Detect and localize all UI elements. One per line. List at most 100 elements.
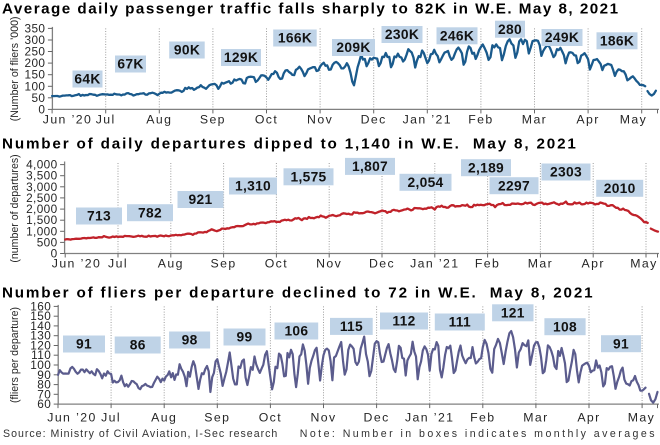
svg-text:Jan ’21: Jan ’21 <box>405 410 454 424</box>
svg-text:Dec: Dec <box>364 410 390 424</box>
svg-text:200: 200 <box>25 56 46 70</box>
svg-text:2297: 2297 <box>498 178 530 193</box>
svg-text:(fliers per departure): (fliers per departure) <box>9 307 21 403</box>
svg-text:Dec: Dec <box>369 257 395 271</box>
svg-text:Jul: Jul <box>101 410 121 424</box>
svg-text:2,054: 2,054 <box>407 175 443 190</box>
svg-text:150: 150 <box>25 68 46 82</box>
svg-text:Apr: Apr <box>576 113 599 127</box>
svg-text:186K: 186K <box>600 33 634 48</box>
svg-text:(number of departures): (number of departures) <box>9 154 21 262</box>
svg-text:Jul: Jul <box>108 257 128 271</box>
svg-text:Sep: Sep <box>204 410 230 424</box>
svg-text:80: 80 <box>37 378 51 392</box>
svg-text:Aug: Aug <box>151 410 177 424</box>
svg-text:0: 0 <box>38 102 45 116</box>
svg-text:Feb: Feb <box>470 410 495 424</box>
svg-text:Jun ’20: Jun ’20 <box>52 257 101 271</box>
svg-text:67K: 67K <box>117 57 143 72</box>
svg-text:86: 86 <box>130 338 146 353</box>
svg-text:160: 160 <box>30 299 51 313</box>
svg-text:249K: 249K <box>545 30 579 45</box>
svg-text:Oct: Oct <box>265 257 288 271</box>
svg-text:90K: 90K <box>174 43 200 58</box>
svg-text:2010: 2010 <box>604 181 636 196</box>
svg-text:Note: Number in boxes indicate: Note: Number in boxes indicates monthly … <box>300 428 657 440</box>
svg-text:Nov: Nov <box>316 257 342 271</box>
svg-text:230K: 230K <box>385 27 419 42</box>
svg-text:280: 280 <box>498 22 522 37</box>
svg-text:100: 100 <box>30 358 51 372</box>
svg-text:Oct: Oct <box>259 410 282 424</box>
svg-text:921: 921 <box>189 192 213 207</box>
svg-text:Aug: Aug <box>158 257 184 271</box>
svg-text:3,500: 3,500 <box>26 169 58 183</box>
svg-text:Jun ’20: Jun ’20 <box>47 410 96 424</box>
svg-text:May: May <box>628 410 655 424</box>
svg-text:Dec: Dec <box>361 113 387 127</box>
svg-text:1,000: 1,000 <box>26 224 58 238</box>
svg-text:May: May <box>630 257 657 271</box>
svg-text:99: 99 <box>237 330 253 345</box>
svg-text:1,807: 1,807 <box>352 159 388 174</box>
svg-text:140: 140 <box>30 319 51 333</box>
svg-text:Jul: Jul <box>96 113 116 127</box>
svg-text:2,500: 2,500 <box>26 191 58 205</box>
svg-text:500: 500 <box>37 235 58 249</box>
svg-text:250: 250 <box>25 45 46 59</box>
svg-text:Mar: Mar <box>528 257 553 271</box>
svg-text:782: 782 <box>138 205 162 220</box>
svg-text:121: 121 <box>501 305 525 320</box>
svg-text:May: May <box>620 113 647 127</box>
svg-text:50: 50 <box>31 91 45 105</box>
svg-text:129K: 129K <box>224 50 258 65</box>
svg-text:Jan ’21: Jan ’21 <box>410 257 459 271</box>
svg-text:Number of daily departures dip: Number of daily departures dipped to 1,1… <box>2 136 578 153</box>
svg-text:Oct: Oct <box>255 113 278 127</box>
svg-text:1,310: 1,310 <box>235 179 271 194</box>
svg-text:Nov: Nov <box>310 410 336 424</box>
svg-text:110: 110 <box>31 348 51 362</box>
svg-text:Feb: Feb <box>475 257 500 271</box>
svg-text:150: 150 <box>30 309 51 323</box>
svg-text:Average daily passenger traffi: Average daily passenger traffic falls sh… <box>2 1 620 18</box>
svg-text:115: 115 <box>340 319 363 334</box>
svg-text:Apr: Apr <box>577 410 600 424</box>
svg-text:91: 91 <box>76 337 92 352</box>
svg-text:Source: Ministry of Civil Avia: Source: Ministry of Civil Aviation, I-Se… <box>3 428 278 440</box>
svg-text:2,189: 2,189 <box>468 160 504 175</box>
svg-text:Jun ’20: Jun ’20 <box>43 113 92 127</box>
svg-text:108: 108 <box>553 319 577 334</box>
svg-text:Mar: Mar <box>522 113 547 127</box>
svg-text:300: 300 <box>25 33 46 47</box>
svg-text:(Number of fliers ’000): (Number of fliers ’000) <box>9 17 21 122</box>
svg-text:4,000: 4,000 <box>26 158 58 172</box>
svg-text:2303: 2303 <box>550 165 582 180</box>
svg-text:98: 98 <box>182 333 198 348</box>
svg-text:Feb: Feb <box>468 113 493 127</box>
svg-text:100: 100 <box>25 79 46 93</box>
svg-text:0: 0 <box>51 247 58 261</box>
svg-text:Sep: Sep <box>200 113 226 127</box>
svg-text:3,000: 3,000 <box>26 180 58 194</box>
svg-text:166K: 166K <box>278 31 312 46</box>
svg-text:Aug: Aug <box>146 113 172 127</box>
svg-text:246K: 246K <box>440 28 474 43</box>
svg-text:Mar: Mar <box>523 410 548 424</box>
svg-text:713: 713 <box>87 209 111 224</box>
svg-text:Nov: Nov <box>307 113 333 127</box>
svg-text:Number of fliers per departure: Number of fliers per departure declined … <box>2 285 594 302</box>
svg-text:1,500: 1,500 <box>26 213 58 227</box>
svg-text:112: 112 <box>392 314 415 329</box>
svg-text:90: 90 <box>37 368 51 382</box>
svg-text:120: 120 <box>30 339 51 353</box>
svg-text:60: 60 <box>37 397 51 411</box>
svg-text:350: 350 <box>25 21 46 35</box>
svg-text:64K: 64K <box>74 72 100 87</box>
svg-text:106: 106 <box>284 324 308 339</box>
svg-text:Sep: Sep <box>211 257 237 271</box>
svg-text:2,000: 2,000 <box>26 202 58 216</box>
svg-text:1,575: 1,575 <box>290 169 326 184</box>
svg-text:Jan ’21: Jan ’21 <box>403 113 452 127</box>
svg-text:111: 111 <box>449 315 471 330</box>
